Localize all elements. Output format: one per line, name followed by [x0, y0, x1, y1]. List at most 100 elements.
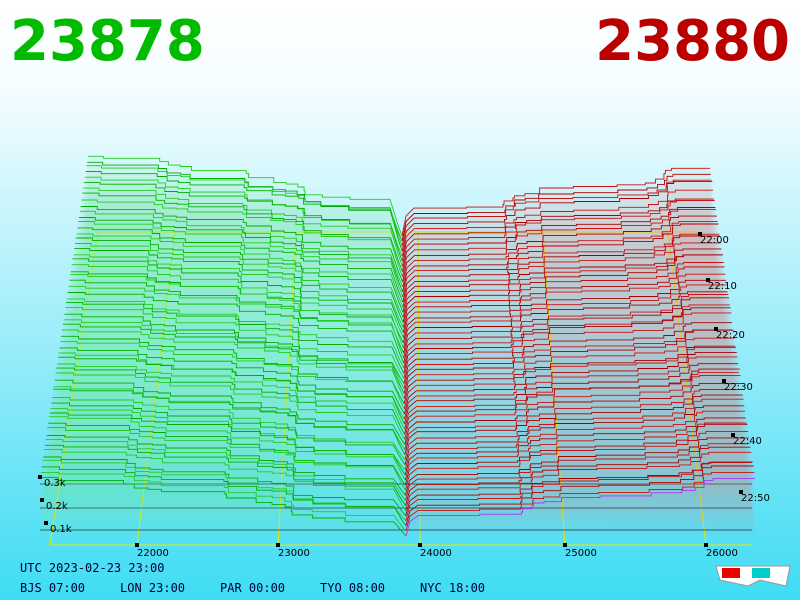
ask-area: [402, 174, 711, 242]
ask-area: [405, 424, 748, 486]
bid-depth-line: [79, 217, 404, 293]
ask-depth-line: [402, 233, 720, 298]
ask-area: [403, 280, 727, 343]
tick-dot: [731, 433, 735, 437]
ask-depth-line: [402, 254, 723, 318]
bid-depth-line: [74, 247, 404, 323]
bid-depth-line: [60, 341, 405, 410]
zone-time: LON 23:00: [120, 581, 185, 595]
ask-depth-line: [404, 398, 744, 460]
bid-area: [44, 449, 406, 511]
zone-time: BJS 07:00: [20, 581, 85, 595]
bid-depth-line: [47, 427, 406, 491]
bid-area: [71, 264, 404, 338]
ask-area: [404, 395, 743, 455]
bid-area: [44, 445, 406, 506]
tick-dot: [704, 543, 708, 547]
bid-area: [62, 324, 405, 394]
ask-area: [404, 363, 739, 425]
bid-depth-line: [55, 372, 406, 440]
bid-depth-line: [81, 199, 403, 277]
bid-area: [42, 460, 406, 521]
price-tick-label: 22000: [137, 548, 169, 559]
ask-depth-line: [403, 312, 732, 379]
ask-depth-line: [403, 307, 731, 374]
price-grid-line: [277, 231, 297, 546]
depth-scene: 22000 23000 24000 25000 26000 22:00 22:10 22:20…: [38, 155, 770, 559]
ask-depth-line: [401, 173, 711, 242]
ask-depth-line: [405, 446, 751, 506]
ask-depth-line: [402, 207, 716, 272]
ask-depth-line: [401, 200, 715, 267]
ask-depth-line: [404, 422, 747, 481]
bid-depth-line: [51, 402, 406, 466]
glasses-icon: [715, 565, 791, 587]
bid-depth-line: [62, 329, 405, 399]
ask-depth-line: [405, 465, 754, 526]
ask-depth-line: [404, 363, 739, 425]
tick-dot: [714, 327, 718, 331]
bid-area: [56, 368, 405, 435]
ask-depth-line: [402, 235, 720, 303]
ask-depth-line: [401, 179, 712, 247]
bid-area: [53, 389, 405, 455]
bid-depth-line: [85, 171, 403, 252]
time-tick-label: 22:50: [741, 493, 770, 504]
bid-area: [64, 314, 405, 384]
zone-time: PAR 00:00: [220, 581, 285, 595]
tick-dot: [135, 543, 139, 547]
ask-depth-line: [404, 430, 749, 491]
tick-dot: [722, 379, 726, 383]
bid-price: 23878: [10, 9, 205, 74]
ask-area: [403, 307, 731, 374]
ask-depth-line: [405, 461, 753, 521]
bid-depth-line: [49, 412, 406, 476]
bid-depth-line: [88, 155, 403, 237]
price-tick-label: 26000: [706, 548, 738, 559]
ask-depth-line: [401, 180, 713, 252]
bid-area: [87, 162, 403, 242]
ask-area: [402, 242, 721, 308]
bid-depth-line: [77, 227, 404, 303]
bid-depth-line: [67, 292, 405, 364]
ask-depth-line: [404, 368, 740, 435]
bid-depth-line: [83, 182, 403, 262]
bid-depth-line: [53, 388, 406, 455]
zone-time: TYO 08:00: [320, 581, 385, 595]
price-tick-label: 23000: [278, 548, 310, 559]
ask-area: [405, 462, 753, 521]
ask-area: [404, 347, 736, 409]
bid-depth-line: [72, 258, 404, 333]
ask-depth-line: [403, 346, 736, 410]
bid-depth-line: [62, 323, 405, 394]
bid-depth-line: [59, 347, 405, 415]
ask-depth-line: [401, 167, 710, 237]
zone-time: NYC 18:00: [420, 581, 485, 595]
ask-depth-line: [404, 383, 742, 445]
ask-depth-line: [402, 215, 717, 282]
ask-depth-line: [402, 223, 719, 292]
ask-area: [402, 236, 720, 303]
ask-depth-line: [402, 279, 726, 343]
depth-tick-label: 0.2k: [46, 501, 68, 512]
bid-depth-line: [83, 187, 403, 267]
bid-depth-line: [78, 221, 404, 298]
bid-depth-line: [40, 477, 407, 537]
depth-tick-label: 0.1k: [50, 524, 72, 535]
bid-depth-line: [75, 243, 404, 318]
ask-depth-line: [403, 329, 733, 389]
ask-depth-line: [405, 443, 750, 501]
time-tick-label: 22:20: [716, 330, 745, 341]
price-grid-line: [667, 231, 707, 546]
tick-dot: [38, 475, 42, 479]
bid-depth-line: [45, 439, 406, 501]
ask-depth-line: [402, 208, 717, 277]
ask-depth-line: [403, 352, 737, 415]
ask-area: [404, 356, 738, 420]
bid-depth-line: [80, 206, 404, 282]
price-tick-label: 24000: [420, 548, 452, 559]
ask-area: [402, 209, 717, 277]
bid-area: [40, 477, 406, 536]
ask-depth-line: [403, 337, 735, 399]
time-tick-label: 22:00: [700, 235, 729, 246]
